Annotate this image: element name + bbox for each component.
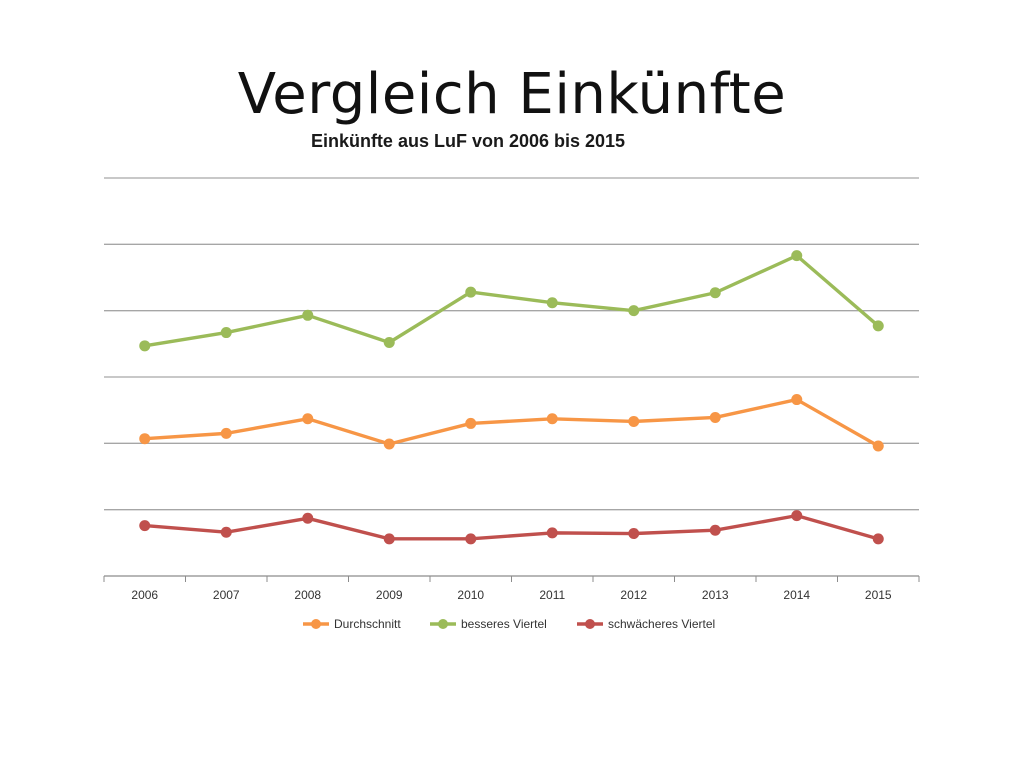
data-point	[709, 411, 721, 423]
data-point	[546, 413, 558, 425]
x-tick-label: 2010	[457, 588, 484, 602]
x-axis: 2006 2007 2008 2009 2010 2011 2012 2013 2014 2015	[103, 576, 920, 602]
data-point	[872, 440, 884, 452]
series-line	[143, 253, 880, 348]
data-point	[709, 287, 721, 299]
data-point	[872, 320, 884, 332]
data-point	[791, 394, 803, 406]
data-point	[383, 533, 395, 545]
x-tick-label: 2012	[620, 588, 647, 602]
x-tick-label: 2006	[131, 588, 158, 602]
data-point	[220, 427, 232, 439]
data-point	[628, 415, 640, 427]
series-2	[139, 510, 884, 545]
x-tick-label: 2015	[865, 588, 892, 602]
gridlines	[104, 177, 919, 577]
legend-item: schwächeres Viertel	[577, 617, 715, 631]
series-0	[139, 394, 884, 452]
x-tick-label: 2013	[702, 588, 729, 602]
data-point	[709, 524, 721, 536]
data-point	[465, 533, 477, 545]
legend-marker	[438, 619, 448, 629]
series-line	[143, 513, 880, 541]
legend-marker	[311, 619, 321, 629]
data-point	[791, 250, 803, 262]
x-tick-label: 2008	[294, 588, 321, 602]
data-point	[546, 527, 558, 539]
legend-label: Durchschnitt	[334, 617, 401, 631]
legend-label: schwächeres Viertel	[608, 617, 715, 631]
data-point	[139, 340, 151, 352]
data-point	[302, 309, 314, 321]
data-point	[465, 417, 477, 429]
data-point	[465, 286, 477, 298]
data-point	[220, 526, 232, 538]
x-tick-label: 2011	[539, 588, 565, 602]
legend-label: besseres Viertel	[461, 617, 547, 631]
slide-title: Vergleich Einkünfte	[237, 62, 787, 127]
x-tick-label: 2007	[213, 588, 240, 602]
data-point	[220, 327, 232, 339]
data-point	[302, 512, 314, 524]
legend-item: besseres Viertel	[430, 617, 547, 631]
legend-marker	[585, 619, 595, 629]
data-point	[302, 413, 314, 425]
series-1	[139, 250, 884, 352]
series-line	[143, 397, 880, 448]
data-point	[628, 528, 640, 540]
series-layer	[139, 250, 884, 545]
data-point	[791, 510, 803, 522]
legend: Durchschnitt besseres Viertel schwächeres …	[303, 617, 715, 631]
data-point	[383, 337, 395, 349]
data-point	[872, 533, 884, 545]
legend-item: Durchschnitt	[303, 617, 401, 631]
data-point	[546, 297, 558, 309]
data-point	[383, 438, 395, 450]
data-point	[628, 305, 640, 317]
x-tick-label: 2014	[783, 588, 810, 602]
data-point	[139, 433, 151, 445]
chart-title: Einkünfte aus LuF von 2006 bis 2015	[311, 131, 625, 151]
data-point	[139, 520, 151, 532]
x-tick-label: 2009	[376, 588, 403, 602]
